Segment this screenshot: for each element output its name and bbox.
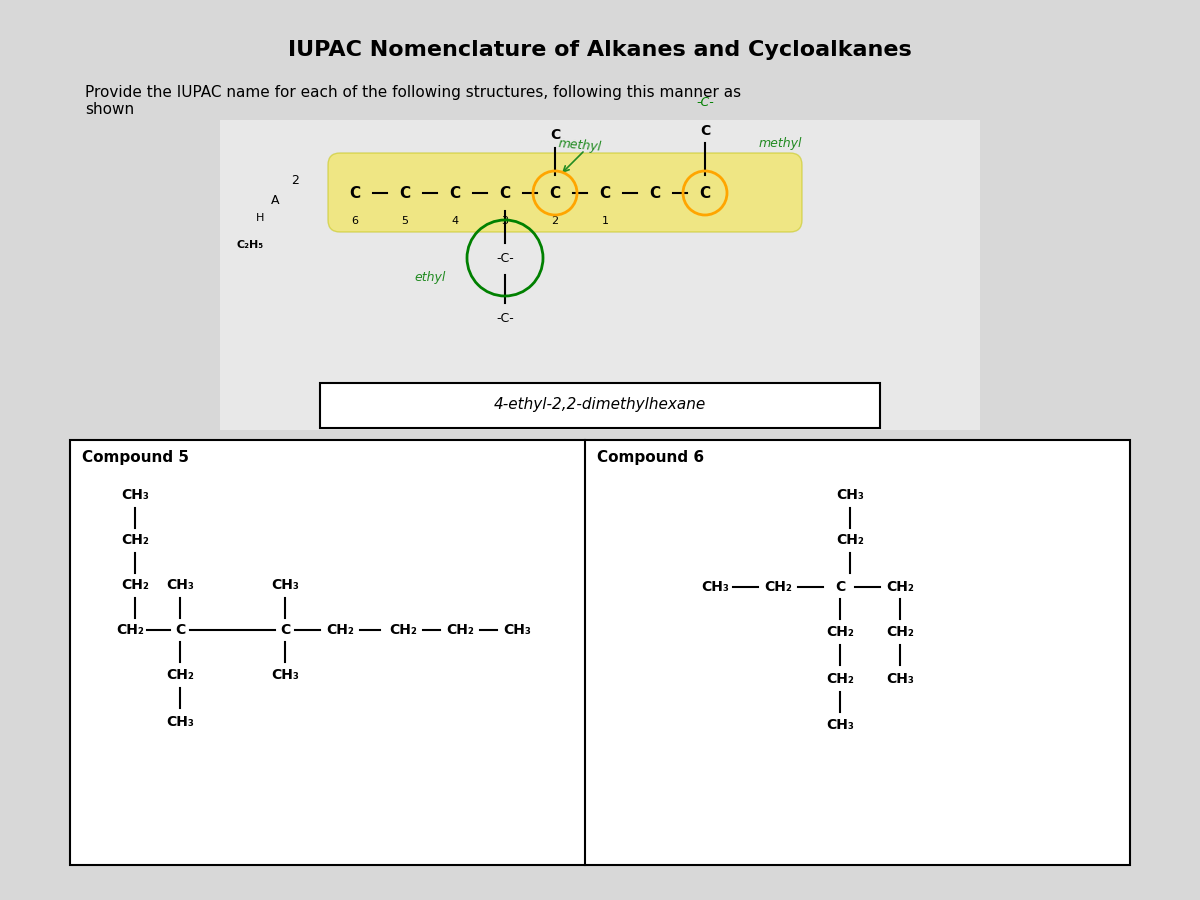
Text: CH₃: CH₃: [166, 715, 194, 729]
Text: CH₃: CH₃: [826, 718, 854, 732]
Text: CH₃: CH₃: [271, 668, 299, 682]
Text: Compound 5: Compound 5: [82, 450, 190, 465]
Text: CH₂: CH₂: [826, 625, 854, 639]
Text: C: C: [550, 128, 560, 142]
Text: IUPAC Nomenclature of Alkanes and Cycloalkanes: IUPAC Nomenclature of Alkanes and Cycloa…: [288, 40, 912, 60]
Text: C₂H₅: C₂H₅: [236, 240, 264, 250]
Text: CH₂: CH₂: [116, 623, 144, 637]
Text: CH₂: CH₂: [826, 672, 854, 686]
Text: C: C: [400, 185, 410, 201]
Text: CH₂: CH₂: [389, 623, 416, 637]
Text: CH₃: CH₃: [121, 488, 149, 502]
Text: 5: 5: [402, 216, 408, 226]
Text: 2: 2: [292, 174, 299, 186]
Text: CH₃: CH₃: [271, 578, 299, 592]
Text: CH₂: CH₂: [836, 533, 864, 547]
Text: CH₃: CH₃: [166, 578, 194, 592]
Text: C: C: [600, 185, 611, 201]
FancyBboxPatch shape: [70, 440, 1130, 865]
Text: 2: 2: [552, 216, 558, 226]
Text: CH₂: CH₂: [886, 580, 914, 594]
Text: C: C: [450, 185, 461, 201]
Text: Provide the IUPAC name for each of the following structures, following this mann: Provide the IUPAC name for each of the f…: [85, 85, 742, 117]
Text: -C-: -C-: [496, 311, 514, 325]
Text: CH₃: CH₃: [701, 580, 728, 594]
Text: -C-: -C-: [496, 251, 514, 265]
Text: C: C: [649, 185, 660, 201]
Text: C: C: [550, 185, 560, 201]
FancyBboxPatch shape: [328, 153, 802, 232]
Text: A: A: [271, 194, 280, 206]
Text: C: C: [700, 185, 710, 201]
Text: 1: 1: [601, 216, 608, 226]
Text: methyl: methyl: [558, 137, 602, 153]
Text: C: C: [499, 185, 510, 201]
Text: C: C: [175, 623, 185, 637]
FancyBboxPatch shape: [220, 120, 980, 430]
Text: CH₂: CH₂: [326, 623, 354, 637]
Text: CH₃: CH₃: [503, 623, 530, 637]
Text: C: C: [349, 185, 360, 201]
Text: CH₂: CH₂: [121, 578, 149, 592]
Text: CH₃: CH₃: [886, 672, 914, 686]
Text: CH₂: CH₂: [886, 625, 914, 639]
Text: 4-ethyl-2,2-dimethylhexane: 4-ethyl-2,2-dimethylhexane: [494, 397, 706, 411]
Text: CH₂: CH₂: [121, 533, 149, 547]
Text: methyl: methyl: [758, 137, 802, 149]
Text: 6: 6: [352, 216, 359, 226]
Text: -C-: -C-: [696, 96, 714, 110]
Text: CH₃: CH₃: [836, 488, 864, 502]
Text: 4: 4: [451, 216, 458, 226]
FancyBboxPatch shape: [320, 383, 880, 428]
Text: CH₂: CH₂: [166, 668, 194, 682]
Text: CH₂: CH₂: [764, 580, 792, 594]
Text: C: C: [700, 124, 710, 138]
Text: C: C: [280, 623, 290, 637]
Text: ethyl: ethyl: [414, 272, 445, 284]
Text: CH₂: CH₂: [446, 623, 474, 637]
Text: 3: 3: [502, 216, 509, 226]
Text: Compound 6: Compound 6: [598, 450, 704, 465]
Text: C: C: [835, 580, 845, 594]
Text: H: H: [256, 213, 264, 223]
